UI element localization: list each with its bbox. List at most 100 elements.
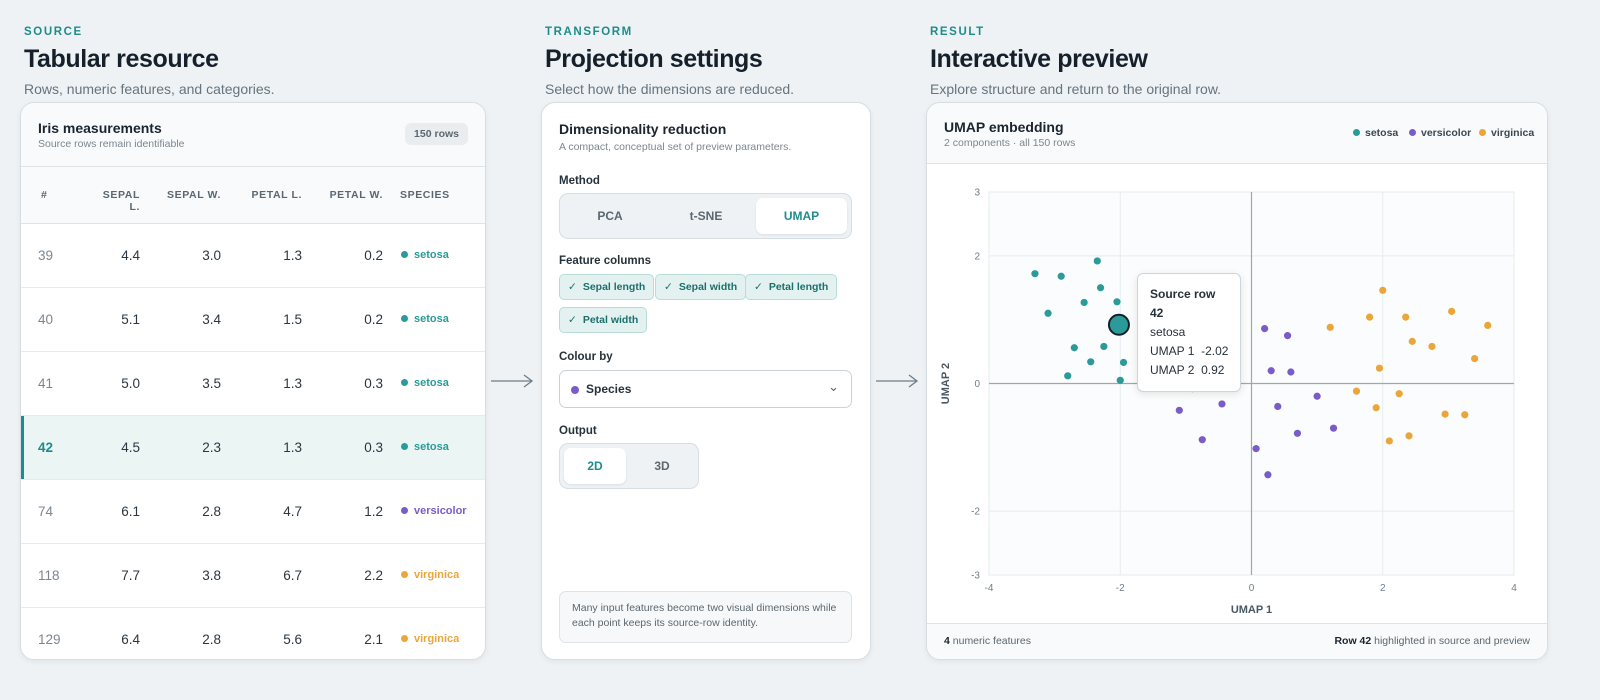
table-subtitle: Source rows remain identifiable — [38, 138, 185, 150]
data-point-versicolor[interactable] — [1175, 406, 1183, 414]
species-label: setosa — [414, 377, 449, 389]
data-point-setosa[interactable] — [1119, 358, 1128, 367]
data-point-setosa[interactable] — [1087, 358, 1095, 366]
data-point-virginica[interactable] — [1385, 437, 1393, 445]
legend-item-setosa[interactable]: setosa — [1353, 127, 1398, 139]
tooltip-umap1: UMAP 1 -2.02 — [1150, 344, 1229, 358]
check-icon: ✓ — [664, 281, 673, 293]
col-header-sepal-width[interactable]: SEPAL W. — [166, 189, 221, 201]
flow-arrow-icon — [491, 374, 534, 388]
data-point-versicolor[interactable] — [1329, 424, 1338, 432]
data-point-virginica[interactable] — [1448, 307, 1456, 315]
legend-item-versicolor[interactable]: versicolor — [1409, 127, 1471, 139]
data-point-virginica[interactable] — [1484, 321, 1492, 330]
data-point-virginica[interactable] — [1408, 337, 1416, 345]
method-option-pca[interactable]: PCA — [597, 209, 623, 223]
x-tick-label: 2 — [1380, 583, 1386, 594]
umap-scatter-plot[interactable]: -4 -2 0 2 4 -3 -2 0 2 3 UMAP 1 UMAP 2 — [927, 165, 1547, 625]
data-point-versicolor[interactable] — [1313, 392, 1321, 400]
feature-chip-sepal-width[interactable]: ✓ Sepal width — [655, 274, 747, 300]
output-option-3d[interactable]: 3D — [654, 459, 670, 473]
data-point-virginica[interactable] — [1372, 404, 1380, 412]
table-title: Iris measurements — [38, 120, 162, 136]
data-point-setosa[interactable] — [1096, 284, 1105, 292]
cell-petal-length: 5.6 — [283, 632, 302, 647]
preview-footer: 4 numeric features Row 42 highlighted in… — [927, 623, 1547, 659]
data-point-versicolor[interactable] — [1293, 429, 1302, 437]
col-header-petal-length[interactable]: PETAL L. — [251, 189, 302, 201]
data-point-virginica[interactable] — [1379, 286, 1387, 294]
data-point-versicolor[interactable] — [1264, 471, 1272, 479]
method-selector: PCA t-SNE UMAP — [559, 193, 852, 239]
data-point-virginica[interactable] — [1428, 342, 1436, 351]
method-option-umap[interactable]: UMAP — [756, 198, 847, 234]
data-point-versicolor[interactable] — [1287, 368, 1295, 376]
highlighted-point[interactable] — [1107, 313, 1130, 336]
data-point-setosa[interactable] — [1116, 376, 1124, 384]
data-point-versicolor[interactable] — [1267, 367, 1275, 375]
cell-sepal-width: 2.8 — [202, 504, 221, 519]
data-point-versicolor[interactable] — [1261, 325, 1269, 333]
table-row-highlighted[interactable]: 42 4.5 2.3 1.3 0.3 setosa — [21, 416, 485, 480]
data-point-setosa[interactable] — [1064, 372, 1072, 380]
table-row[interactable]: 41 5.0 3.5 1.3 0.3 setosa — [21, 352, 485, 416]
row-index: 41 — [38, 376, 54, 391]
data-point-versicolor[interactable] — [1218, 400, 1226, 408]
data-point-virginica[interactable] — [1352, 387, 1361, 395]
feature-chip-petal-width[interactable]: ✓ Petal width — [559, 307, 648, 333]
source-header: SOURCE Tabular resource Rows, numeric fe… — [24, 0, 494, 97]
col-header-index[interactable]: # — [41, 189, 48, 201]
data-point-setosa[interactable] — [1113, 298, 1121, 306]
table-row[interactable]: 118 7.7 3.8 6.7 2.2 virginica — [21, 544, 485, 608]
data-point-versicolor[interactable] — [1274, 402, 1282, 411]
col-header-species[interactable]: SPECIES — [400, 189, 450, 201]
data-point-virginica[interactable] — [1405, 432, 1413, 440]
footer-highlight-status: Row 42 highlighted in source and preview — [1334, 635, 1530, 647]
species-dot-icon — [401, 251, 408, 258]
cell-petal-length: 4.7 — [283, 504, 302, 519]
footer-count-label: numeric features — [949, 635, 1031, 647]
output-option-2d[interactable]: 2D — [564, 448, 626, 484]
data-point-versicolor[interactable] — [1252, 445, 1260, 453]
source-table-card: Iris measurements Source rows remain ide… — [20, 102, 486, 660]
data-point-virginica[interactable] — [1402, 313, 1410, 321]
species-dot-icon — [401, 379, 408, 386]
feature-chip-petal-length[interactable]: ✓ Petal length — [745, 274, 838, 300]
preview-title: UMAP embedding — [944, 119, 1064, 135]
x-tick-label: 0 — [1249, 583, 1255, 594]
data-point-setosa[interactable] — [1100, 342, 1108, 351]
data-point-virginica[interactable] — [1461, 411, 1469, 419]
info-note: Many input features become two visual di… — [559, 591, 852, 643]
colour-by-select[interactable]: Species ⌄ — [559, 370, 852, 408]
method-option-tsne[interactable]: t-SNE — [689, 209, 723, 223]
data-point-setosa[interactable] — [1031, 270, 1039, 278]
table-row[interactable]: 129 6.4 2.8 5.6 2.1 virginica — [21, 608, 485, 659]
data-point-versicolor[interactable] — [1283, 332, 1292, 340]
output-selector: 2D 3D — [559, 443, 699, 489]
legend-item-virginica[interactable]: virginica — [1479, 127, 1534, 139]
data-point-versicolor[interactable] — [1198, 436, 1206, 444]
table-row[interactable]: 39 4.4 3.0 1.3 0.2 setosa — [21, 224, 485, 288]
data-point-virginica[interactable] — [1471, 355, 1479, 363]
chip-label: Petal length — [768, 281, 829, 293]
transform-eyebrow: TRANSFORM — [545, 26, 633, 38]
data-point-setosa[interactable] — [1070, 344, 1078, 352]
feature-chip-sepal-length[interactable]: ✓ Sepal length — [559, 274, 655, 300]
data-point-setosa[interactable] — [1080, 298, 1088, 307]
settings-title: Dimensionality reduction — [559, 121, 727, 137]
data-point-setosa[interactable] — [1057, 272, 1065, 280]
data-point-setosa[interactable] — [1093, 257, 1101, 265]
table-row[interactable]: 40 5.1 3.4 1.5 0.2 setosa — [21, 288, 485, 352]
data-point-virginica[interactable] — [1375, 364, 1384, 372]
data-point-virginica[interactable] — [1395, 390, 1403, 398]
table-header: # SEPAL L. SEPAL W. PETAL L. PETAL W. SP… — [21, 167, 485, 224]
result-title: Interactive preview — [930, 45, 1148, 73]
table-row[interactable]: 74 6.1 2.8 4.7 1.2 versicolor — [21, 480, 485, 544]
data-point-virginica[interactable] — [1441, 410, 1449, 418]
data-point-setosa[interactable] — [1044, 309, 1052, 317]
data-point-virginica[interactable] — [1326, 323, 1334, 331]
col-header-petal-width[interactable]: PETAL W. — [329, 189, 383, 201]
species-tag: virginica — [401, 633, 459, 645]
data-point-virginica[interactable] — [1366, 313, 1374, 321]
col-header-sepal-length[interactable]: SEPAL L. — [102, 189, 140, 213]
